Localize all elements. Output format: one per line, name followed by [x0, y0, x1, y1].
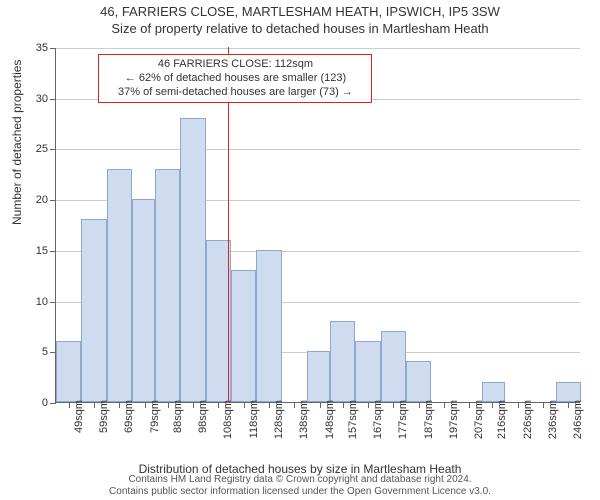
x-tick-label: 138sqm — [298, 400, 310, 439]
histogram-bar — [406, 361, 431, 402]
x-tick — [294, 402, 295, 408]
histogram-bar — [155, 169, 180, 402]
plot-area: 0510152025303549sqm59sqm69sqm79sqm88sqm9… — [55, 48, 580, 403]
annotation-line1: 46 FARRIERS CLOSE: 112sqm — [105, 58, 365, 72]
x-tick-label: 177sqm — [397, 400, 409, 439]
y-tick-label: 35 — [18, 42, 48, 54]
x-tick-label: 197sqm — [448, 400, 460, 439]
histogram-bar — [330, 321, 355, 402]
histogram-bar — [307, 351, 330, 402]
x-tick — [343, 402, 344, 408]
x-tick-label: 207sqm — [473, 400, 485, 439]
x-tick — [469, 402, 470, 408]
x-tick-label: 246sqm — [572, 400, 584, 439]
x-tick-label: 128sqm — [273, 400, 285, 439]
y-tick — [50, 99, 56, 100]
y-tick — [50, 302, 56, 303]
histogram-bar — [355, 341, 380, 402]
histogram-bar — [231, 270, 256, 402]
histogram-bar — [107, 169, 132, 402]
y-tick — [50, 200, 56, 201]
footer-line2: Contains public sector information licen… — [0, 486, 600, 498]
x-tick — [145, 402, 146, 408]
x-tick-label: 59sqm — [98, 400, 110, 433]
histogram-bar — [556, 382, 581, 402]
gridline — [56, 48, 580, 49]
histogram-bar — [206, 240, 231, 402]
x-tick — [218, 402, 219, 408]
x-tick-label: 49sqm — [73, 400, 85, 433]
x-tick — [244, 402, 245, 408]
x-tick-label: 79sqm — [149, 400, 161, 433]
histogram-bar — [482, 382, 505, 402]
y-tick-label: 30 — [18, 93, 48, 105]
y-tick-label: 0 — [18, 397, 48, 409]
x-tick — [119, 402, 120, 408]
y-tick-label: 10 — [18, 296, 48, 308]
annotation-line2: ← 62% of detached houses are smaller (12… — [105, 72, 365, 86]
x-tick-label: 157sqm — [347, 400, 359, 439]
x-tick — [568, 402, 569, 408]
y-tick — [50, 48, 56, 49]
x-tick — [69, 402, 70, 408]
y-tick — [50, 149, 56, 150]
x-tick-label: 148sqm — [324, 400, 336, 439]
x-tick — [94, 402, 95, 408]
x-tick — [393, 402, 394, 408]
x-tick-label: 118sqm — [248, 400, 260, 438]
x-tick-label: 216sqm — [496, 400, 508, 439]
x-tick — [518, 402, 519, 408]
annotation-box: 46 FARRIERS CLOSE: 112sqm← 62% of detach… — [98, 54, 372, 103]
x-tick-label: 187sqm — [423, 400, 435, 439]
x-tick-label: 69sqm — [123, 400, 135, 433]
histogram-bar — [81, 219, 106, 402]
x-tick — [419, 402, 420, 408]
footer: Contains HM Land Registry data © Crown c… — [0, 474, 600, 498]
histogram-bar — [256, 250, 281, 402]
page-title-line1: 46, FARRIERS CLOSE, MARTLESHAM HEATH, IP… — [0, 4, 600, 19]
x-tick — [368, 402, 369, 408]
x-tick-label: 167sqm — [372, 400, 384, 439]
x-tick — [444, 402, 445, 408]
gridline — [56, 149, 580, 150]
x-tick — [320, 402, 321, 408]
page-title-line2: Size of property relative to detached ho… — [0, 21, 600, 36]
x-tick — [269, 402, 270, 408]
histogram-bar — [381, 331, 406, 402]
x-tick-label: 88sqm — [172, 400, 184, 433]
footer-line1: Contains HM Land Registry data © Crown c… — [0, 474, 600, 486]
x-tick-label: 108sqm — [222, 400, 234, 439]
x-tick-label: 236sqm — [547, 400, 559, 439]
x-tick — [193, 402, 194, 408]
y-tick — [50, 403, 56, 404]
histogram-chart: 0510152025303549sqm59sqm69sqm79sqm88sqm9… — [55, 48, 580, 403]
x-tick — [168, 402, 169, 408]
y-tick-label: 15 — [18, 245, 48, 257]
x-tick-label: 226sqm — [522, 400, 534, 439]
histogram-bar — [56, 341, 81, 402]
y-tick-label: 25 — [18, 143, 48, 155]
x-tick — [492, 402, 493, 408]
x-tick — [543, 402, 544, 408]
histogram-bar — [180, 118, 205, 402]
y-tick-label: 5 — [18, 346, 48, 358]
x-tick-label: 98sqm — [197, 400, 209, 433]
y-tick-label: 20 — [18, 194, 48, 206]
histogram-bar — [132, 199, 155, 402]
annotation-line3: 37% of semi-detached houses are larger (… — [105, 86, 365, 100]
y-tick — [50, 251, 56, 252]
